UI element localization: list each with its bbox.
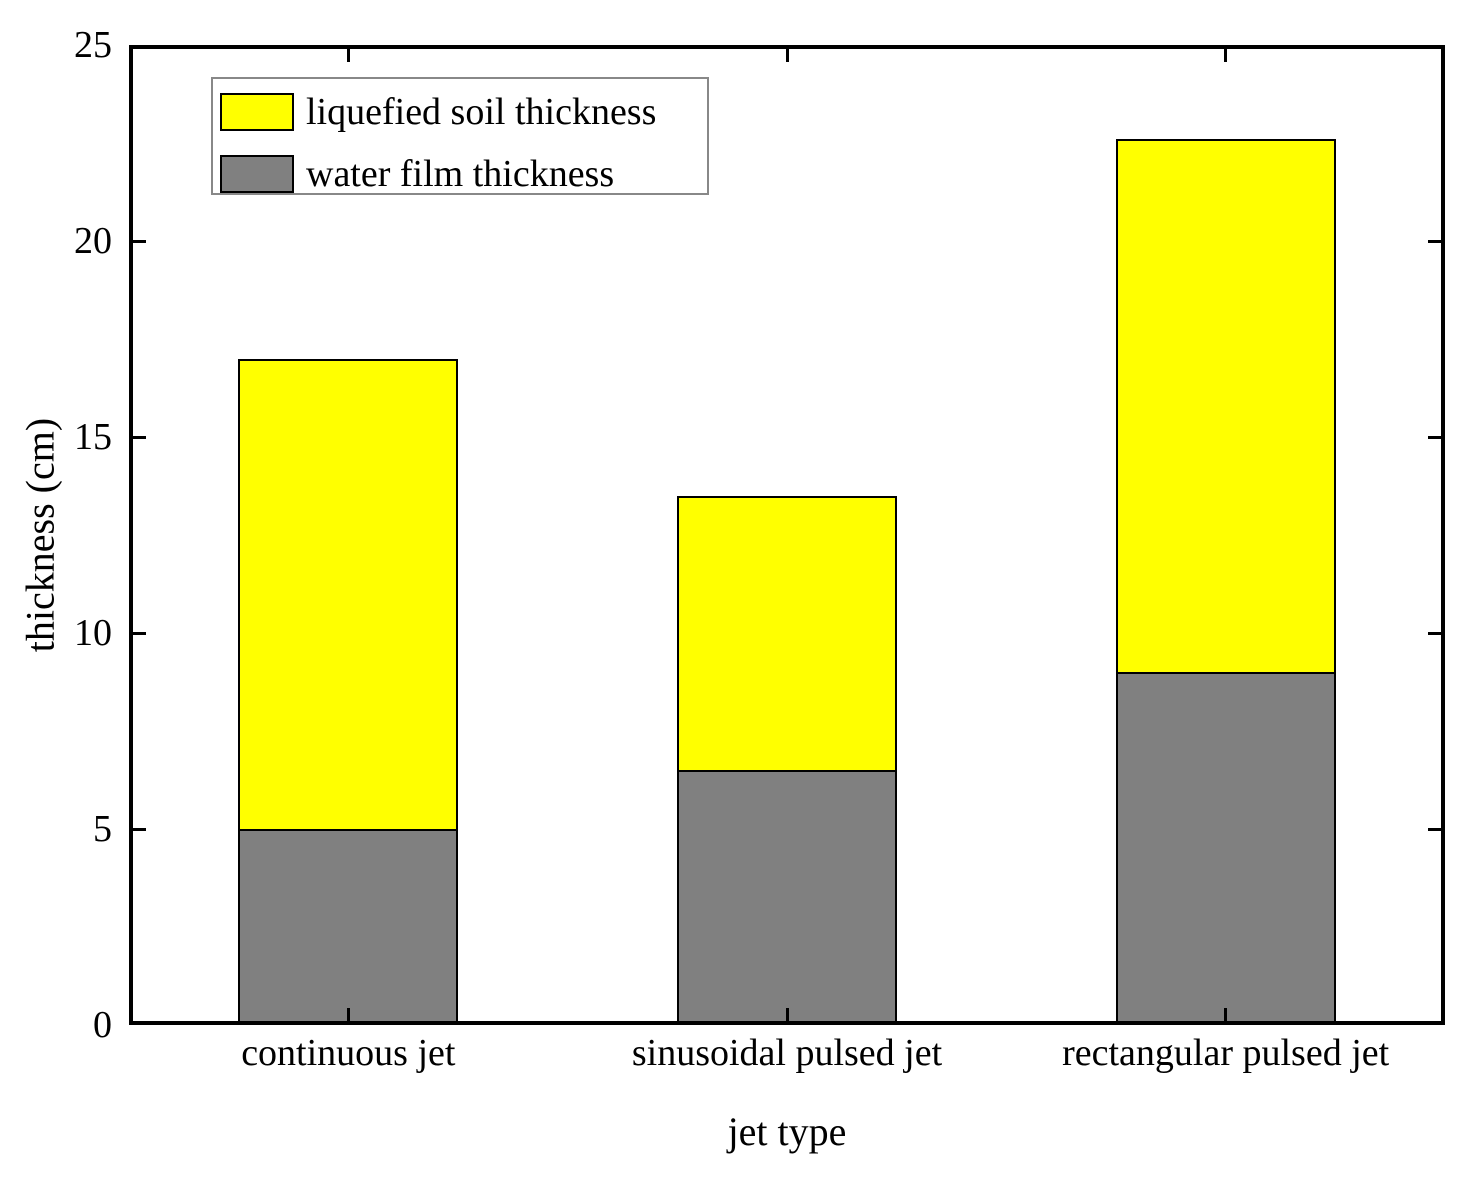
legend-swatch-liquefied-soil	[220, 93, 294, 131]
x-tick-bottom	[346, 1008, 350, 1021]
x-tick-bottom	[1224, 1008, 1228, 1021]
y-tick-label: 0	[93, 1004, 112, 1046]
x-axis-title: jet type	[727, 1109, 847, 1154]
y-tick-left	[133, 239, 146, 243]
y-tick-left	[133, 435, 146, 439]
bar-segment-water-film-thickness	[1115, 672, 1336, 1025]
y-tick-left	[133, 827, 146, 831]
bar-segment-liquefied-soil-thickness	[1115, 139, 1336, 675]
y-tick-right	[1428, 435, 1441, 439]
y-tick-right	[1428, 239, 1441, 243]
bar-segment-water-film-thickness	[677, 770, 897, 1025]
x-category-label: continuous jet	[241, 1032, 456, 1074]
bar-segment-liquefied-soil-thickness	[238, 358, 459, 831]
legend-label-water-film: water film thickness	[306, 153, 615, 195]
x-tick-top	[1224, 49, 1228, 62]
y-tick-label: 10	[74, 612, 112, 654]
y-tick-right	[1428, 631, 1441, 635]
legend-entry-liquefied-soil: liquefied soil thickness	[220, 93, 707, 131]
x-category-label: sinusoidal pulsed jet	[631, 1032, 943, 1074]
legend-entry-water-film: water film thickness	[220, 155, 707, 193]
legend-swatch-water-film	[220, 155, 294, 193]
y-tick-label: 15	[74, 416, 112, 458]
y-tick-right	[1428, 827, 1441, 831]
y-tick-left	[133, 631, 146, 635]
plot-area	[129, 45, 1445, 1025]
legend: liquefied soil thickness water film thic…	[211, 77, 709, 195]
bar-segment-water-film-thickness	[238, 829, 459, 1025]
x-tick-top	[346, 49, 350, 62]
y-tick-label: 5	[93, 808, 112, 850]
bar-segment-liquefied-soil-thickness	[677, 495, 897, 773]
x-tick-top	[785, 49, 789, 62]
x-category-label: rectangular pulsed jet	[1062, 1032, 1390, 1074]
legend-label-liquefied-soil: liquefied soil thickness	[306, 91, 657, 133]
y-tick-label: 25	[74, 24, 112, 66]
y-tick-label: 20	[74, 220, 112, 262]
x-tick-bottom	[785, 1008, 789, 1021]
